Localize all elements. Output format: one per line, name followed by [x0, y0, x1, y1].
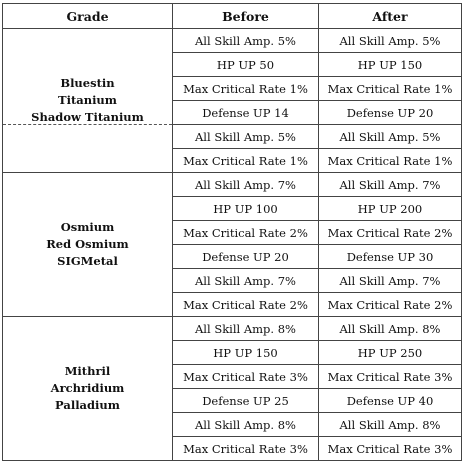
grade-group-2: Osmium Red Osmium SIGMetal — [2, 172, 173, 317]
before-cell: Max Critical Rate 1% — [172, 76, 319, 101]
dashed-divider — [3, 124, 172, 125]
table-row: Mithril Archridium Palladium All Skill A… — [2, 316, 462, 461]
after-cell: HP UP 250 — [318, 340, 462, 365]
grade-name: Osmium — [60, 220, 115, 234]
after-cell: Max Critical Rate 2% — [318, 220, 462, 245]
grade-name: SIGMetal — [57, 254, 118, 268]
before-cell: All Skill Amp. 8% — [172, 412, 319, 437]
before-cell: Max Critical Rate 3% — [172, 436, 319, 461]
table-row: All Skill Amp. 8% All Skill Amp. 8% — [3, 412, 462, 437]
table-row: Defense UP 14 Defense UP 20 — [3, 100, 462, 125]
grade-name: Mithril — [64, 364, 111, 378]
after-cell: All Skill Amp. 8% — [318, 412, 462, 437]
after-cell: All Skill Amp. 8% — [318, 316, 462, 341]
before-cell: Max Critical Rate 2% — [172, 292, 319, 317]
table-row: Defense UP 20 Defense UP 30 — [3, 244, 462, 269]
grade-name: Archridium — [50, 381, 125, 395]
before-cell: All Skill Amp. 7% — [172, 268, 319, 293]
table-row: Osmium Red Osmium SIGMetal All Skill Amp… — [2, 172, 462, 317]
after-cell: Max Critical Rate 3% — [318, 436, 462, 461]
before-cell: HP UP 50 — [172, 52, 319, 77]
grade-name: Shadow Titanium — [31, 110, 144, 124]
grade-comparison-table: Grade Before After Bluestin Titanium Sha… — [2, 3, 462, 461]
table-row: Max Critical Rate 3% Max Critical Rate 3… — [3, 436, 462, 461]
grade-name: Bluestin — [60, 76, 115, 90]
before-cell: Max Critical Rate 1% — [172, 148, 319, 173]
after-cell: All Skill Amp. 7% — [318, 172, 462, 197]
before-cell: Max Critical Rate 3% — [172, 364, 319, 389]
table-row: HP UP 100 HP UP 200 — [3, 196, 462, 221]
before-cell: Max Critical Rate 2% — [172, 220, 319, 245]
after-cell: All Skill Amp. 5% — [318, 124, 462, 149]
before-cell: Defense UP 20 — [172, 244, 319, 269]
table-row: Max Critical Rate 2% Max Critical Rate 2… — [3, 292, 462, 317]
before-cell: HP UP 150 — [172, 340, 319, 365]
header-before: Before — [172, 3, 319, 29]
table-row: All Skill Amp. 5% All Skill Amp. 5% — [3, 124, 462, 149]
header-row: Grade Before After — [2, 3, 462, 29]
table-row: Bluestin Titanium Shadow Titanium All Sk… — [2, 28, 462, 173]
grade-name: Palladium — [55, 398, 120, 412]
grade-name: Titanium — [58, 93, 117, 107]
after-cell: Max Critical Rate 3% — [318, 364, 462, 389]
before-cell: Defense UP 25 — [172, 388, 319, 413]
before-cell: HP UP 100 — [172, 196, 319, 221]
header-after: After — [318, 3, 462, 29]
grade-group-3: Mithril Archridium Palladium — [2, 316, 173, 461]
before-cell: All Skill Amp. 5% — [172, 124, 319, 149]
before-cell: All Skill Amp. 8% — [172, 316, 319, 341]
grade-group-1: Bluestin Titanium Shadow Titanium — [2, 28, 173, 173]
after-cell: Max Critical Rate 1% — [318, 148, 462, 173]
table-row: Max Critical Rate 1% Max Critical Rate 1… — [3, 76, 462, 101]
after-cell: All Skill Amp. 5% — [318, 28, 462, 53]
table-row: HP UP 50 HP UP 150 — [3, 52, 462, 77]
after-cell: Defense UP 20 — [318, 100, 462, 125]
after-cell: Defense UP 30 — [318, 244, 462, 269]
grade-name: Red Osmium — [46, 237, 129, 251]
after-cell: Max Critical Rate 2% — [318, 292, 462, 317]
table-row: Max Critical Rate 3% Max Critical Rate 3… — [3, 364, 462, 389]
after-cell: Defense UP 40 — [318, 388, 462, 413]
after-cell: HP UP 200 — [318, 196, 462, 221]
before-cell: All Skill Amp. 5% — [172, 28, 319, 53]
header-grade: Grade — [2, 3, 173, 29]
after-cell: All Skill Amp. 7% — [318, 268, 462, 293]
after-cell: Max Critical Rate 1% — [318, 76, 462, 101]
before-cell: Defense UP 14 — [172, 100, 319, 125]
before-cell: All Skill Amp. 7% — [172, 172, 319, 197]
after-cell: HP UP 150 — [318, 52, 462, 77]
